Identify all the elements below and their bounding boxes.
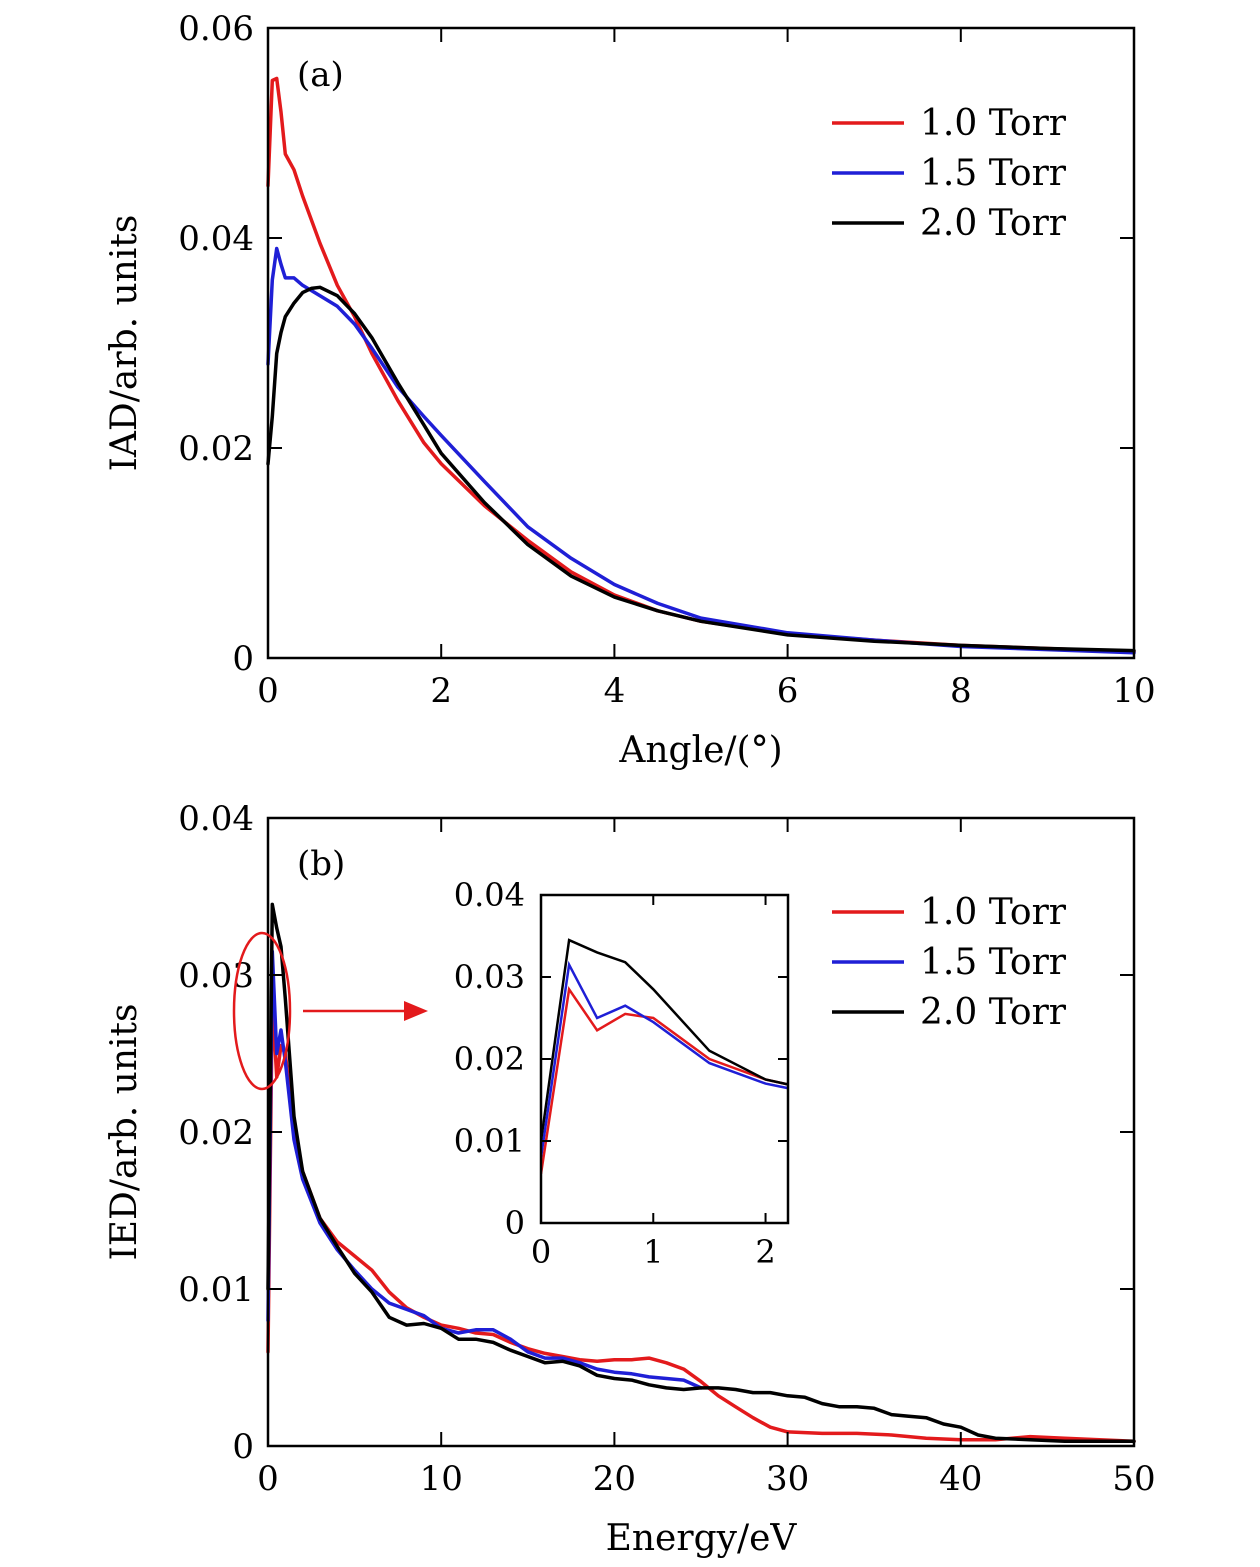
panel-a-ylabel: IAD/arb. units <box>104 215 145 472</box>
panel-a-series <box>266 76 1136 655</box>
panel-a-frame <box>266 26 1136 660</box>
inset-y-tick-label: 0.02 <box>454 1040 525 1078</box>
x-tick-label: 4 <box>604 671 626 711</box>
panel-b-ylabel: IED/arb. units <box>104 1004 145 1261</box>
panel-a-ticks: 0 2 4 6 8 10 0 0.02 0.04 0.06 <box>178 9 1155 711</box>
x-tick-label: 50 <box>1112 1459 1155 1499</box>
legend-label-2-0-torr: 2.0 Torr <box>920 992 1067 1033</box>
zoom-ellipse <box>232 931 292 1091</box>
series-line-1-5-torr <box>266 246 1136 655</box>
y-tick-label: 0.02 <box>178 1113 254 1153</box>
panel-a-legend: 1.0 Torr 1.5 Torr 2.0 Torr <box>832 103 1067 244</box>
legend-label-1-5-torr: 1.5 Torr <box>920 153 1067 194</box>
x-tick-label: 0 <box>257 1459 279 1499</box>
inset-background <box>541 895 788 1223</box>
legend-label-1-0-torr: 1.0 Torr <box>920 103 1067 144</box>
inset-y-tick-label: 0.03 <box>454 958 525 996</box>
x-tick-label: 30 <box>766 1459 809 1499</box>
panel-a-xlabel: Angle/(°) <box>618 730 782 771</box>
x-tick-label: 8 <box>950 671 972 711</box>
legend-label-2-0-torr: 2.0 Torr <box>920 203 1067 244</box>
inset: 0 1 2 0 0.01 0.02 0.03 0.04 <box>454 876 790 1271</box>
x-tick-label: 2 <box>430 671 452 711</box>
inset-x-tick-label: 2 <box>755 1233 775 1271</box>
y-tick-label: 0 <box>232 1427 254 1467</box>
series-line-1-5-torr <box>266 949 703 1390</box>
x-tick-label: 20 <box>593 1459 636 1499</box>
legend-label-1-0-torr: 1.0 Torr <box>920 892 1067 933</box>
y-tick-label: 0.06 <box>178 9 254 49</box>
inset-x-tick-label: 0 <box>531 1233 551 1271</box>
y-tick-label: 0.03 <box>178 956 254 996</box>
x-tick-label: 40 <box>939 1459 982 1499</box>
zoom-arrow-head <box>404 1001 428 1021</box>
panel-b-label: (b) <box>297 844 345 884</box>
y-tick-label: 0 <box>232 639 254 679</box>
inset-x-tick-label: 1 <box>643 1233 663 1271</box>
y-tick-label: 0.01 <box>178 1270 254 1310</box>
inset-series-line-2-0-torr <box>541 938 788 1142</box>
panel-b-series <box>266 902 1136 1444</box>
inset-y-tick-label: 0 <box>505 1204 525 1242</box>
legend-label-1-5-torr: 1.5 Torr <box>920 942 1067 983</box>
y-tick-label: 0.04 <box>178 219 254 259</box>
panel-a-label: (a) <box>297 55 344 95</box>
inset-series <box>541 938 788 1174</box>
inset-ticks: 0 1 2 0 0.01 0.02 0.03 0.04 <box>454 876 788 1271</box>
x-tick-label: 0 <box>257 671 279 711</box>
series-line-2-0-torr <box>266 902 1136 1444</box>
y-tick-label: 0.04 <box>178 799 254 839</box>
panel-a: 0 2 4 6 8 10 0 0.02 0.04 0.06 (a) Angle/(°) IAD/a… <box>104 9 1156 771</box>
x-tick-label: 10 <box>1112 671 1155 711</box>
inset-y-tick-label: 0.01 <box>454 1122 525 1160</box>
y-tick-label: 0.02 <box>178 429 254 469</box>
panel-b-legend: 1.0 Torr 1.5 Torr 2.0 Torr <box>832 892 1067 1033</box>
inset-y-tick-label: 0.04 <box>454 876 525 914</box>
x-tick-label: 6 <box>777 671 799 711</box>
inset-series-line-1-5-torr <box>541 960 788 1158</box>
series-line-2-0-torr <box>266 285 1136 653</box>
x-tick-label: 10 <box>420 1459 463 1499</box>
panel-b-xlabel: Energy/eV <box>606 1518 798 1559</box>
